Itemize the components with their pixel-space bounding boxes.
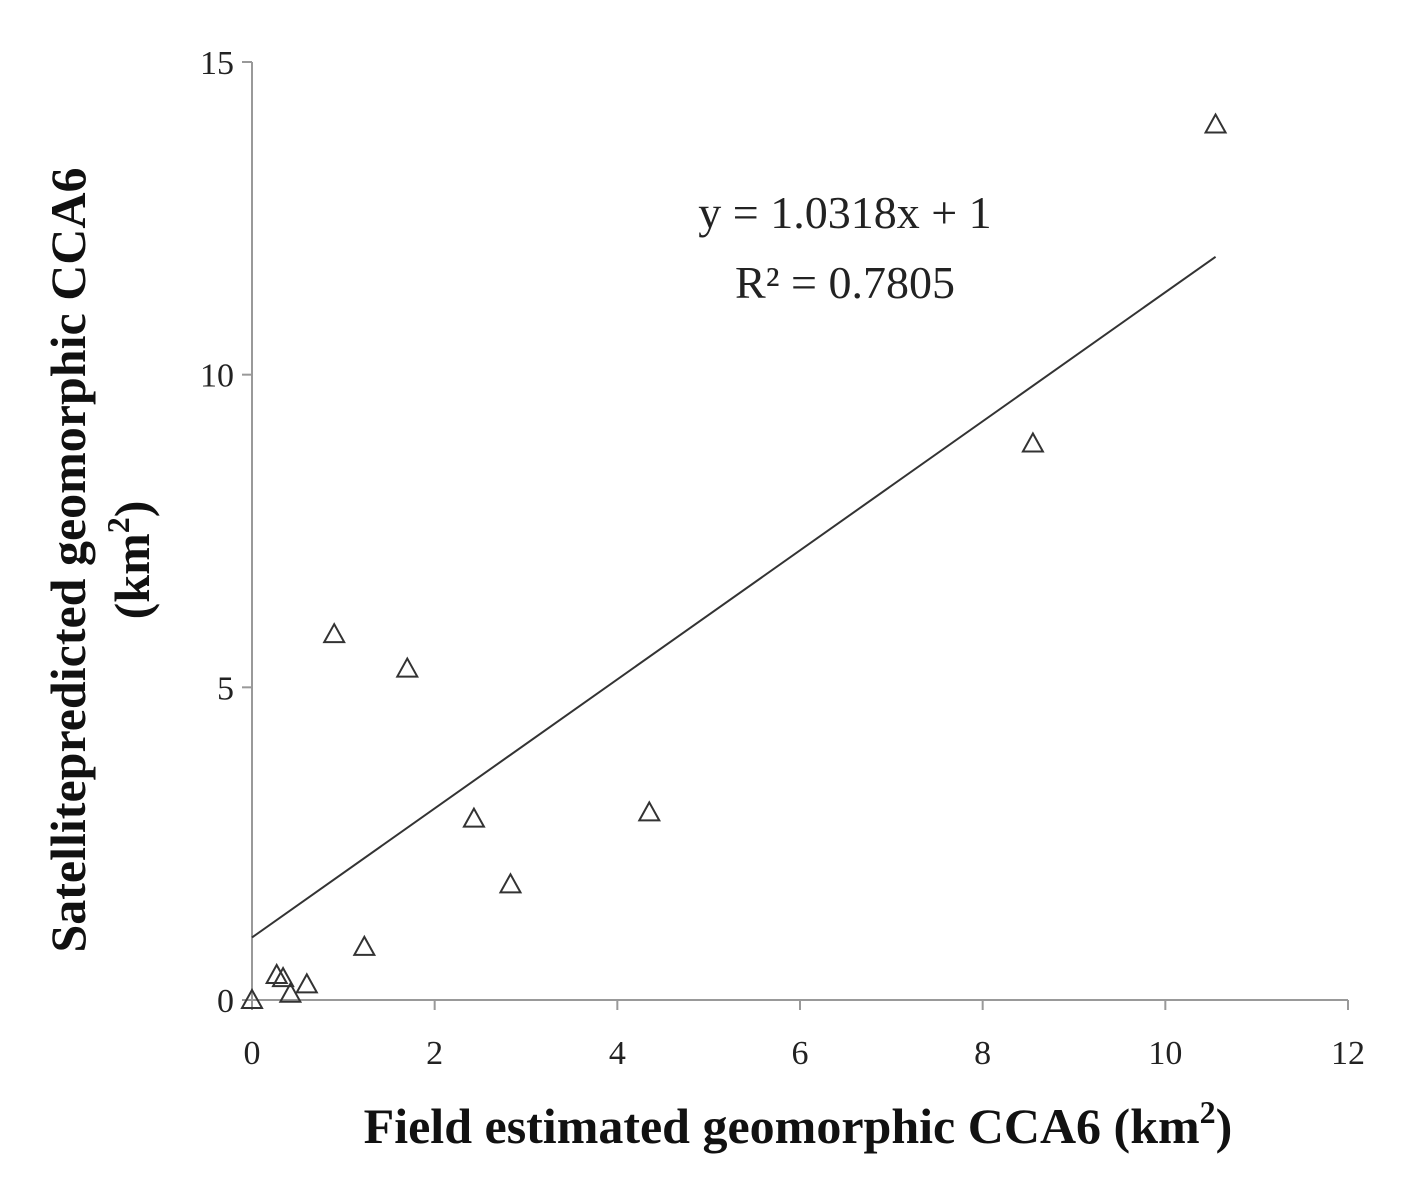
data-point — [295, 972, 319, 994]
data-points — [240, 112, 1228, 1009]
y-tick-label: 0 — [217, 983, 234, 1020]
y-axis-title-line2: (km2) — [100, 501, 160, 620]
data-point — [1021, 431, 1045, 453]
data-point — [352, 934, 377, 956]
data-point — [240, 987, 264, 1009]
data-point — [278, 981, 303, 1003]
y-axis-title-line1: Satellitepredicted geomorphic CCA6 — [40, 167, 96, 952]
x-tick-label: 8 — [974, 1035, 991, 1072]
data-point — [1203, 112, 1228, 134]
x-tick-label: 4 — [609, 1035, 626, 1072]
x-axis-title: Field estimated geomorphic CCA6 (km2) — [364, 1094, 1233, 1154]
y-tick-label: 15 — [200, 45, 234, 82]
x-tick-label: 6 — [792, 1035, 809, 1072]
x-tick-label: 10 — [1148, 1035, 1182, 1072]
r-squared-label: R² = 0.7805 — [735, 257, 955, 308]
data-point — [498, 872, 523, 894]
data-point — [271, 966, 295, 988]
x-tick-label: 12 — [1331, 1035, 1365, 1072]
y-tick-label: 10 — [200, 358, 234, 395]
x-tick-label: 0 — [244, 1035, 261, 1072]
data-point — [462, 806, 486, 828]
trendline — [251, 255, 1217, 939]
trendline-equation: y = 1.0318x + 1 — [698, 187, 991, 238]
y-ticks: 0 5 10 15 — [200, 45, 252, 1020]
data-point — [637, 800, 661, 822]
y-axis-title: Satellitepredicted geomorphic CCA6 (km2) — [40, 167, 160, 952]
x-ticks: 0 2 4 6 8 10 12 — [244, 1000, 1365, 1072]
x-tick-label: 2 — [426, 1035, 443, 1072]
data-point — [322, 622, 346, 644]
y-tick-label: 5 — [217, 670, 234, 707]
data-point — [395, 656, 419, 678]
data-point — [264, 962, 289, 984]
